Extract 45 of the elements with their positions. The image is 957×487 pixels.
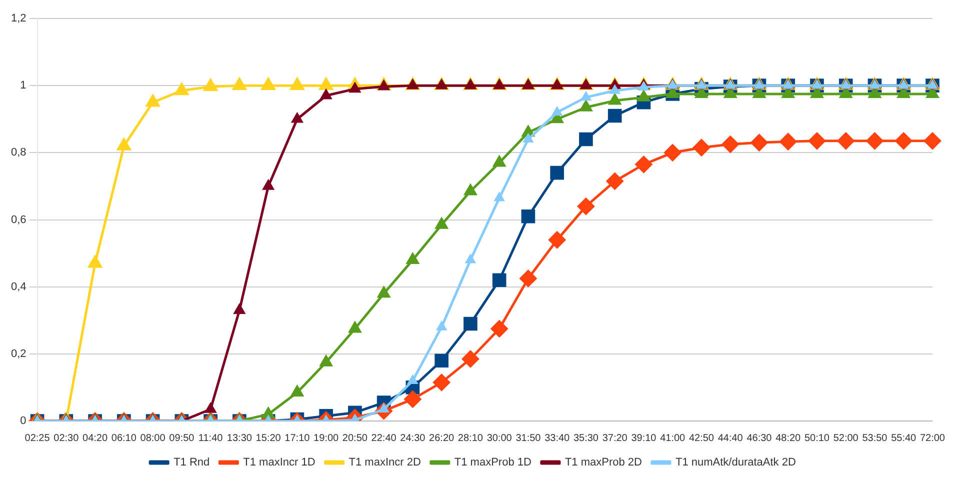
x-tick-label: 19:00	[314, 432, 340, 444]
x-tick-label: 28:10	[458, 432, 484, 444]
y-tick-label: 1,2	[10, 12, 26, 25]
x-tick-label: 48:20	[776, 432, 802, 444]
y-tick-label: 0,2	[10, 348, 26, 360]
x-tick-label: 37:20	[602, 432, 628, 444]
x-tick-label: 26:20	[429, 432, 455, 444]
x-tick-label: 15:20	[256, 432, 282, 444]
x-tick-label: 53:50	[862, 432, 888, 444]
x-tick-label: 04:20	[82, 432, 108, 444]
y-tick-label: 0,8	[10, 146, 26, 159]
x-tick-label: 20:50	[342, 432, 368, 444]
x-tick-label: 08:00	[140, 432, 166, 444]
x-tick-label: 42:50	[688, 432, 714, 444]
y-tick-label: 0,6	[10, 214, 26, 226]
x-tick-label: 06:10	[111, 432, 137, 444]
x-tick-label: 39:10	[631, 432, 657, 444]
x-tick-label: 09:50	[169, 432, 195, 444]
legend-label: T1 numAtk/durataAtk 2D	[675, 456, 796, 469]
legend-label: T1 Rnd	[174, 456, 210, 469]
legend-label: T1 maxProb 1D	[454, 456, 532, 469]
x-tick-label: 55:40	[891, 432, 917, 444]
x-tick-label: 33:40	[544, 432, 570, 444]
x-tick-label: 11:40	[198, 432, 224, 444]
x-tick-label: 24:30	[400, 432, 426, 444]
x-tick-label: 72:00	[920, 432, 946, 444]
x-tick-label: 02:30	[54, 432, 80, 444]
x-tick-label: 31:50	[516, 432, 542, 444]
x-tick-label: 50:10	[804, 432, 830, 444]
legend-label: T1 maxProb 2D	[564, 456, 642, 469]
x-tick-label: 17:10	[284, 432, 310, 444]
x-tick-label: 41:00	[660, 432, 686, 444]
x-tick-label: 02:25	[24, 432, 50, 444]
x-tick-label: 30:00	[486, 432, 512, 444]
x-tick-label: 52:00	[833, 432, 859, 444]
x-tick-label: 44:40	[718, 432, 744, 444]
x-tick-label: 13:30	[226, 432, 252, 444]
y-tick-label: 1	[20, 80, 26, 92]
y-tick-label: 0,4	[10, 280, 26, 293]
x-tick-label: 46:30	[746, 432, 772, 444]
y-tick-label: 0	[20, 415, 26, 428]
legend-label: T1 maxIncr 1D	[243, 456, 316, 469]
x-tick-label: 35:30	[573, 432, 599, 444]
legend-label: T1 maxIncr 2D	[348, 456, 421, 469]
x-tick-label: 22:40	[371, 432, 397, 444]
